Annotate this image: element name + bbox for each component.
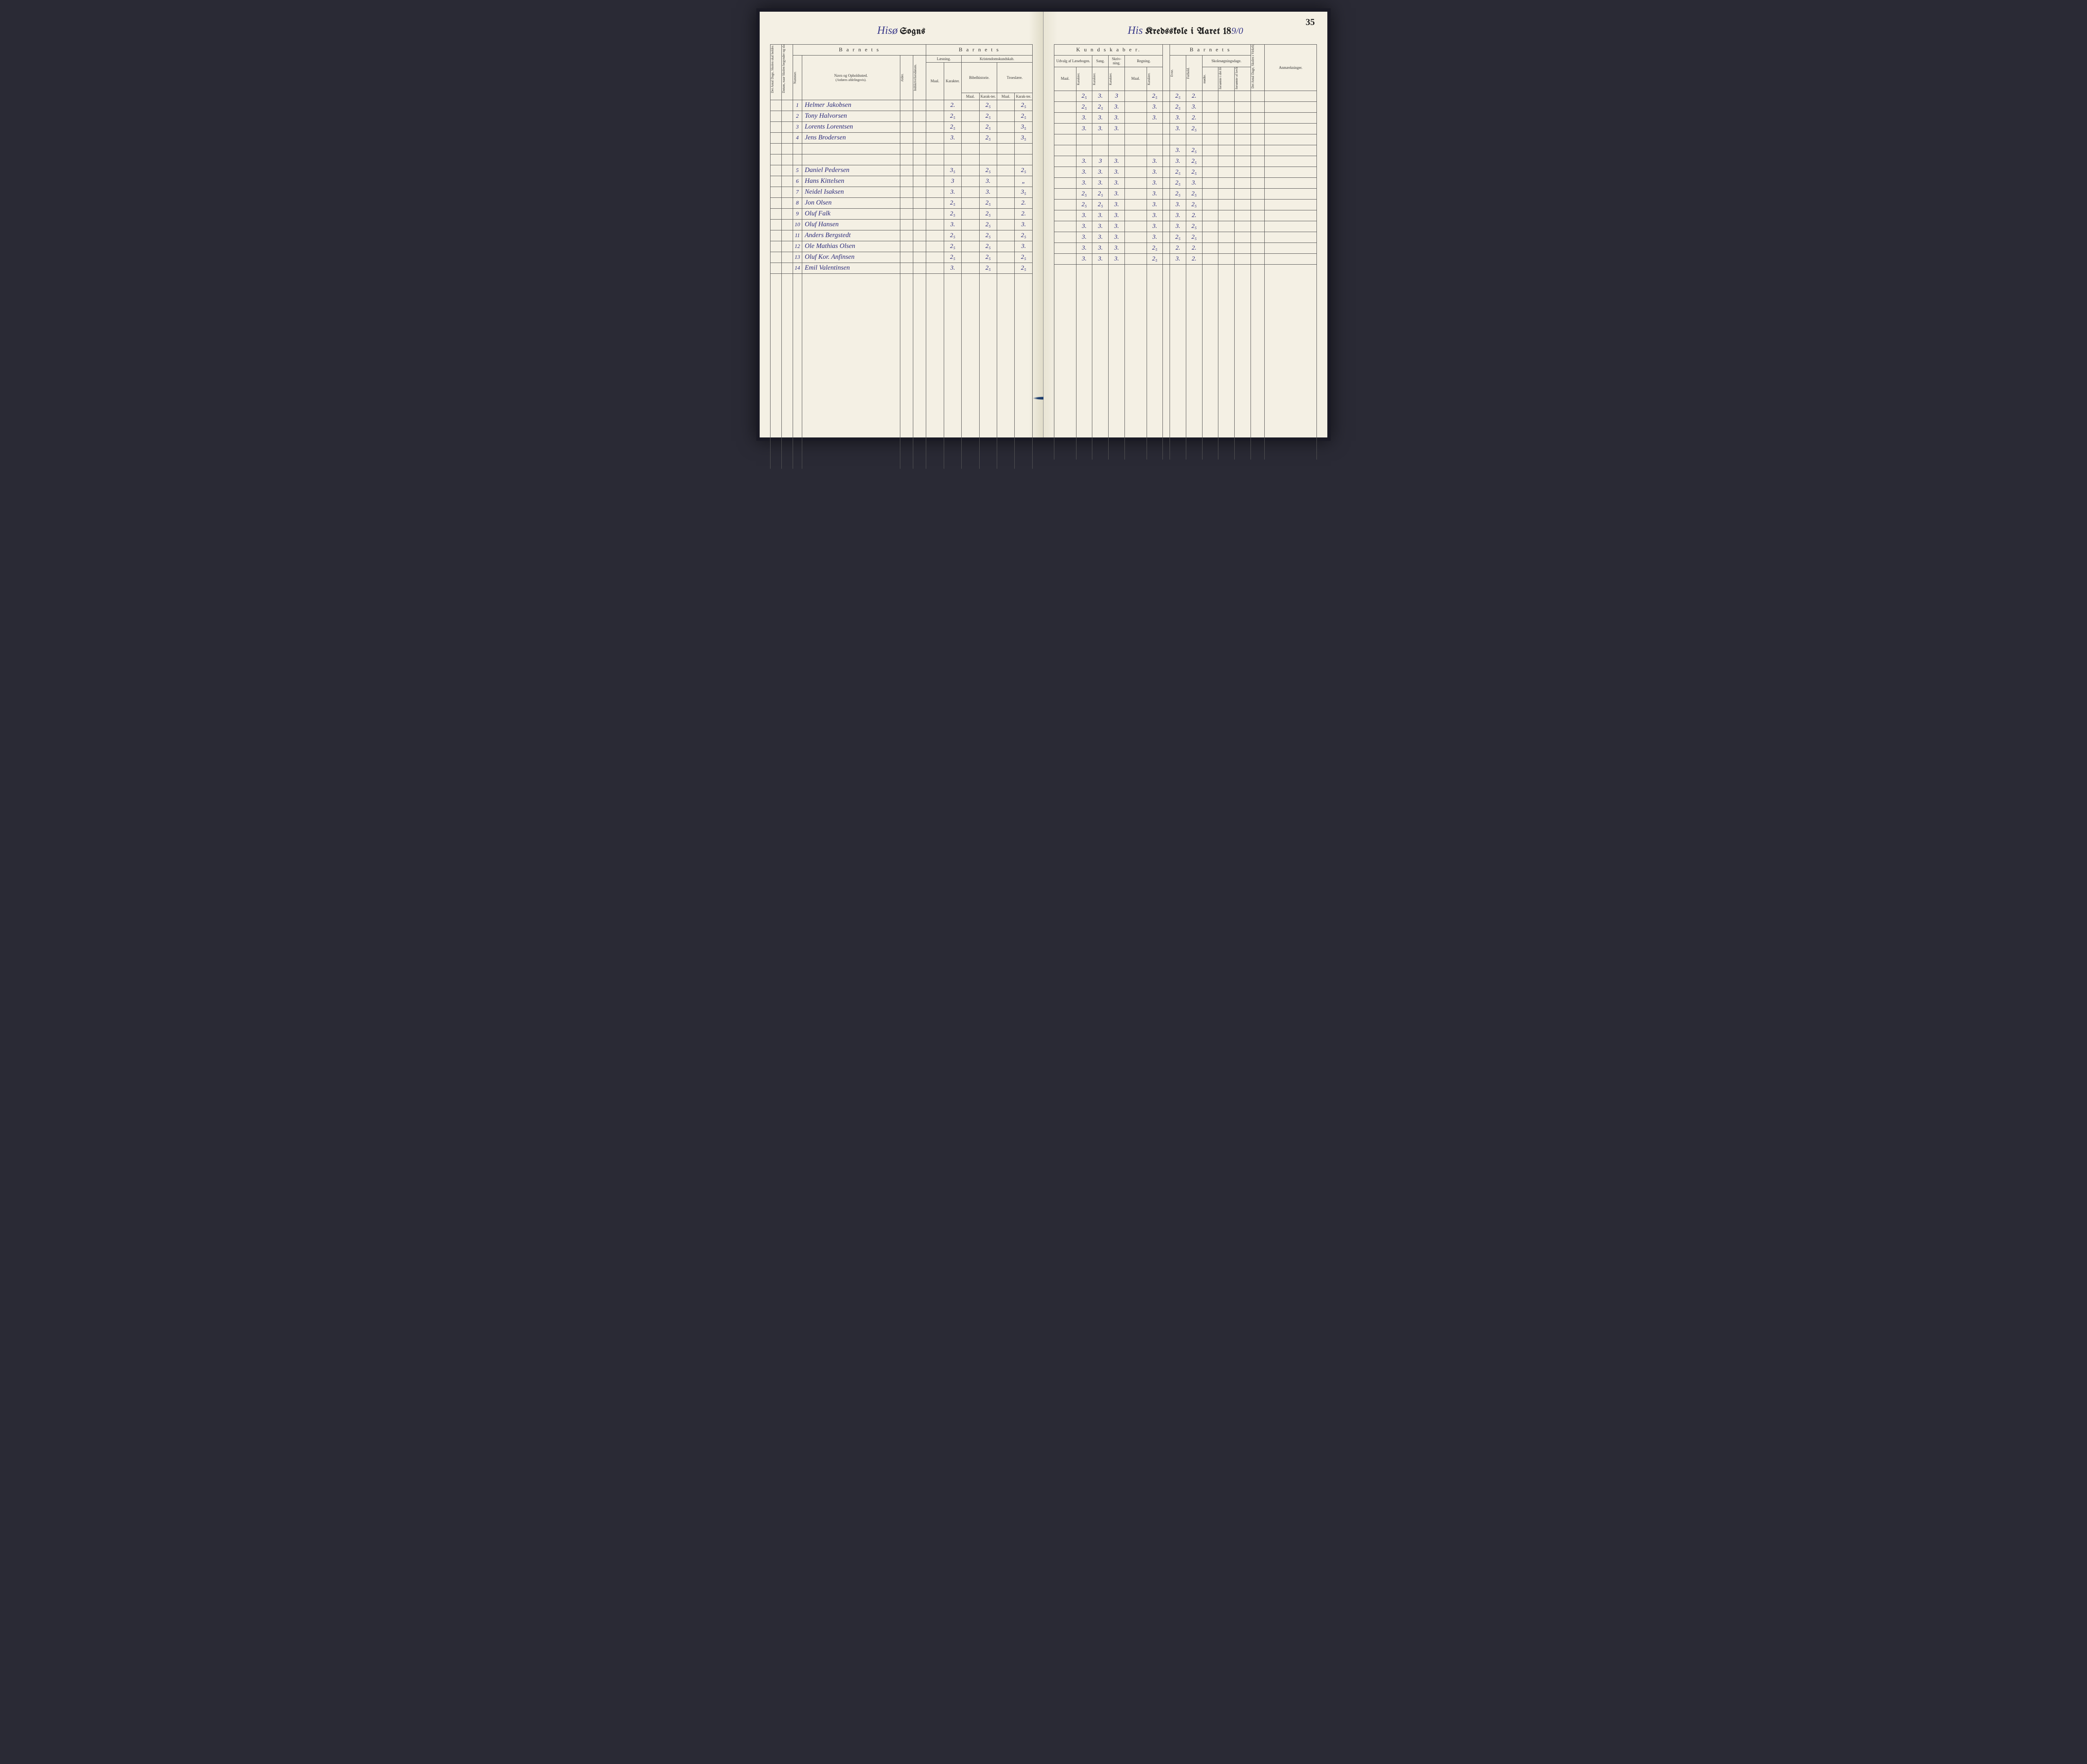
hdr-fors2: forsømte af lovlig Grund. [1235,67,1251,91]
table-row: 7Neidel Isaksen3.3.3₅ [771,187,1033,197]
district-name: His [1128,24,1143,36]
hdr-bib-kar: Karak-ter. [979,93,997,100]
table-row: 8Jon Olsen2₅2₅2. [771,197,1033,208]
table-row: 3.3.3.3.2₅2₅ [1054,167,1317,177]
right-tbody: 2₅3.32₅2₅2.2₅2₅3.3.2₅3.3.3.3.3.3.2.3.3.3… [1054,91,1317,460]
ledger-book: Hisø Sogns Det Antal Dage, Skolen skal h… [756,8,1331,441]
hdr-skoledage: Skolesøgningsdage. [1202,55,1251,67]
table-row: 13Oluf Kor. Anfinsen2₅2₅2₅ [771,252,1033,263]
hdr-days-held: Det Antal Dage, Skolen skal holdes i Kre… [771,45,782,100]
page-number: 35 [1306,17,1315,28]
hdr-laes-kar: Karakter. [944,63,961,100]
hdr-bibel: Bibelhistorie. [962,63,997,93]
hdr-evne: Evne. [1170,55,1186,91]
hdr-days-actual: Det Antal Dage, Skolen i Virkeligheden e… [1251,45,1264,91]
hdr-troes: Troeslære. [997,63,1033,93]
table-row: 2₅3.32₅2₅2. [1054,91,1317,101]
table-row [771,154,1033,165]
table-row: 11Anders Bergstedt2₅2₅2₅ [771,230,1033,241]
hdr-fors1: forsømte i det Hele. [1218,67,1235,91]
hdr-indskr: Indskrivelsesdatum. [913,55,926,100]
left-tbody: 1Helmer Jakobsen2.2₅2₅2Tony Halvorsen2₅2… [771,100,1033,469]
table-row: 3.3.3.3.2₅ [1054,123,1317,134]
hdr-spacer [1163,45,1170,91]
hdr-forhold: Forhold. [1186,55,1202,91]
year-fill: 9/0 [1231,25,1243,36]
right-title: His Kredsskole i Aaret 189/0 [1054,24,1317,37]
hdr-barnets-r: B a r n e t s [1170,45,1251,56]
left-table: Det Antal Dage, Skolen skal holdes i Kre… [770,44,1033,469]
table-row: 2₅2₅3.3.2₅3. [1054,101,1317,112]
table-row: 1Helmer Jakobsen2.2₅2₅ [771,100,1033,111]
hdr-skriv-kar: Karakter. [1109,67,1125,91]
table-row: 2₅2₅3.3.3.2₅ [1054,199,1317,210]
right-page: 35 His Kredsskole i Aaret 189/0 K u n d … [1044,12,1327,437]
hdr-reg-kar: Karakter. [1147,67,1163,91]
hdr-skriv: Skriv-ning. [1109,55,1125,67]
hdr-anm: Anmærkninger. [1265,45,1317,91]
table-row: 3.3.3.3.2₅3. [1054,177,1317,188]
hdr-sang-kar: Karakter. [1092,67,1109,91]
hdr-sang: Sang. [1092,55,1109,67]
hdr-kristendom: Kristendomskundskab. [962,55,1033,62]
table-row: 9Oluf Falk2₅2₅2. [771,208,1033,219]
table-row: 4Jens Brodersen3.2₅3₅ [771,132,1033,143]
hdr-nummer: Nummer. [793,55,802,100]
right-table: K u n d s k a b e r. B a r n e t s Det A… [1054,44,1317,460]
table-row: 3.3.3.2₅2.2. [1054,243,1317,253]
table-row: 10Oluf Hansen3.2₅3. [771,219,1033,230]
table-row: 14Emil Valentinsen3.2₅2₅ [771,263,1033,273]
hdr-dates: Datum, naar Skolen begynder og slutter h… [781,45,793,100]
hdr-tro-maal: Maal. [997,93,1015,100]
table-row: 3.3.3.3.3.2. [1054,112,1317,123]
parish-name: Hisø [877,24,898,36]
hdr-reg-maal: Maal. [1124,67,1147,91]
kredsskole-label: Kredsskole i Aaret 18 [1145,27,1231,36]
hdr-laesning: Læsning. [926,55,962,62]
hdr-alder: Alder. [900,55,913,100]
hdr-modte: mødte. [1202,67,1218,91]
left-page: Hisø Sogns Det Antal Dage, Skolen skal h… [760,12,1044,437]
hdr-regning: Regning. [1124,55,1162,67]
hdr-udv-kar: Karakter. [1076,67,1092,91]
sogns-label: Sogns [900,27,925,36]
table-row: 3.3.3.3.2₅2₅ [1054,232,1317,243]
hdr-tro-kar: Karak-ter. [1015,93,1033,100]
table-row: 2₅2₅3.3.2₅2₅ [1054,188,1317,199]
table-row: 3.3.3.3.3.2₅ [1054,221,1317,232]
table-row: 3Lorents Lorentsen2₅2₅3₅ [771,121,1033,132]
hdr-udvalg: Udvalg af Læsebogen. [1054,55,1092,67]
table-row: 3.2₅ [1054,145,1317,156]
hdr-kundskaber: K u n d s k a b e r. [1054,45,1163,56]
table-row: 5Daniel Pedersen3₅2₅2₅ [771,165,1033,176]
table-row: 3.3.3.3.3.2. [1054,210,1317,221]
table-row: 3.3.3.2₅3.2. [1054,253,1317,264]
left-title: Hisø Sogns [770,24,1033,37]
table-row: 2Tony Halvorsen2₅2₅2₅ [771,111,1033,121]
hdr-bib-maal: Maal. [962,93,979,100]
table-row: 12Ole Mathias Olsen2₅2₅3. [771,241,1033,252]
hdr-barnets-l2: B a r n e t s [926,45,1033,56]
hdr-laes-maal: Maal. [926,63,944,100]
table-row: 6Hans Kittelsen33.„ [771,176,1033,187]
table-row: 3.33.3.3.2₅ [1054,156,1317,167]
hdr-barnets-l1: B a r n e t s [793,45,926,56]
hdr-navn: Navn og Opholdssted. (Anføres afdelingsv… [802,55,900,100]
hdr-udv-maal: Maal. [1054,67,1076,91]
